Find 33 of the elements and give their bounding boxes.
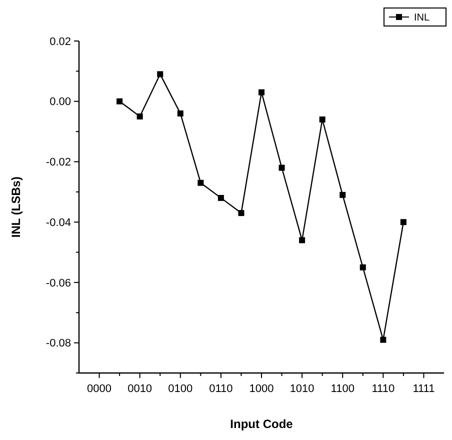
x-tick-label: 1010 <box>290 383 314 395</box>
point <box>400 219 406 226</box>
point <box>218 194 224 201</box>
x-tick-label: 1111 <box>412 383 435 395</box>
y-tick-label: 0.02 <box>50 36 71 48</box>
x-tick-label: 1000 <box>249 383 274 395</box>
point <box>198 180 204 186</box>
point <box>278 164 285 171</box>
point <box>299 237 306 244</box>
x-tick-label: 0100 <box>168 383 193 395</box>
point <box>360 264 366 270</box>
x-tick-label: 0010 <box>128 383 152 395</box>
x-tick-label: 1100 <box>330 383 354 395</box>
legend-label: INL <box>414 12 430 24</box>
point <box>238 210 244 216</box>
x-axis-title: Input Code <box>230 417 294 431</box>
y-tick-label: 0.00 <box>50 96 71 108</box>
y-tick-label: -0.02 <box>46 156 71 169</box>
point <box>136 113 143 120</box>
point <box>258 89 264 96</box>
point <box>177 110 184 116</box>
point <box>116 98 123 104</box>
x-tick-label: 0000 <box>87 383 112 395</box>
y-axis-title: INL (LSBs) <box>9 176 23 238</box>
y-tick-label: -0.04 <box>46 216 71 229</box>
y-tick-label: -0.08 <box>46 338 71 350</box>
point <box>319 116 326 122</box>
point <box>157 71 164 78</box>
x-tick-label: 1110 <box>372 383 395 395</box>
point <box>380 336 386 343</box>
point <box>340 192 346 198</box>
x-tick-label: 0110 <box>209 383 233 395</box>
y-tick-label: -0.06 <box>46 277 71 290</box>
